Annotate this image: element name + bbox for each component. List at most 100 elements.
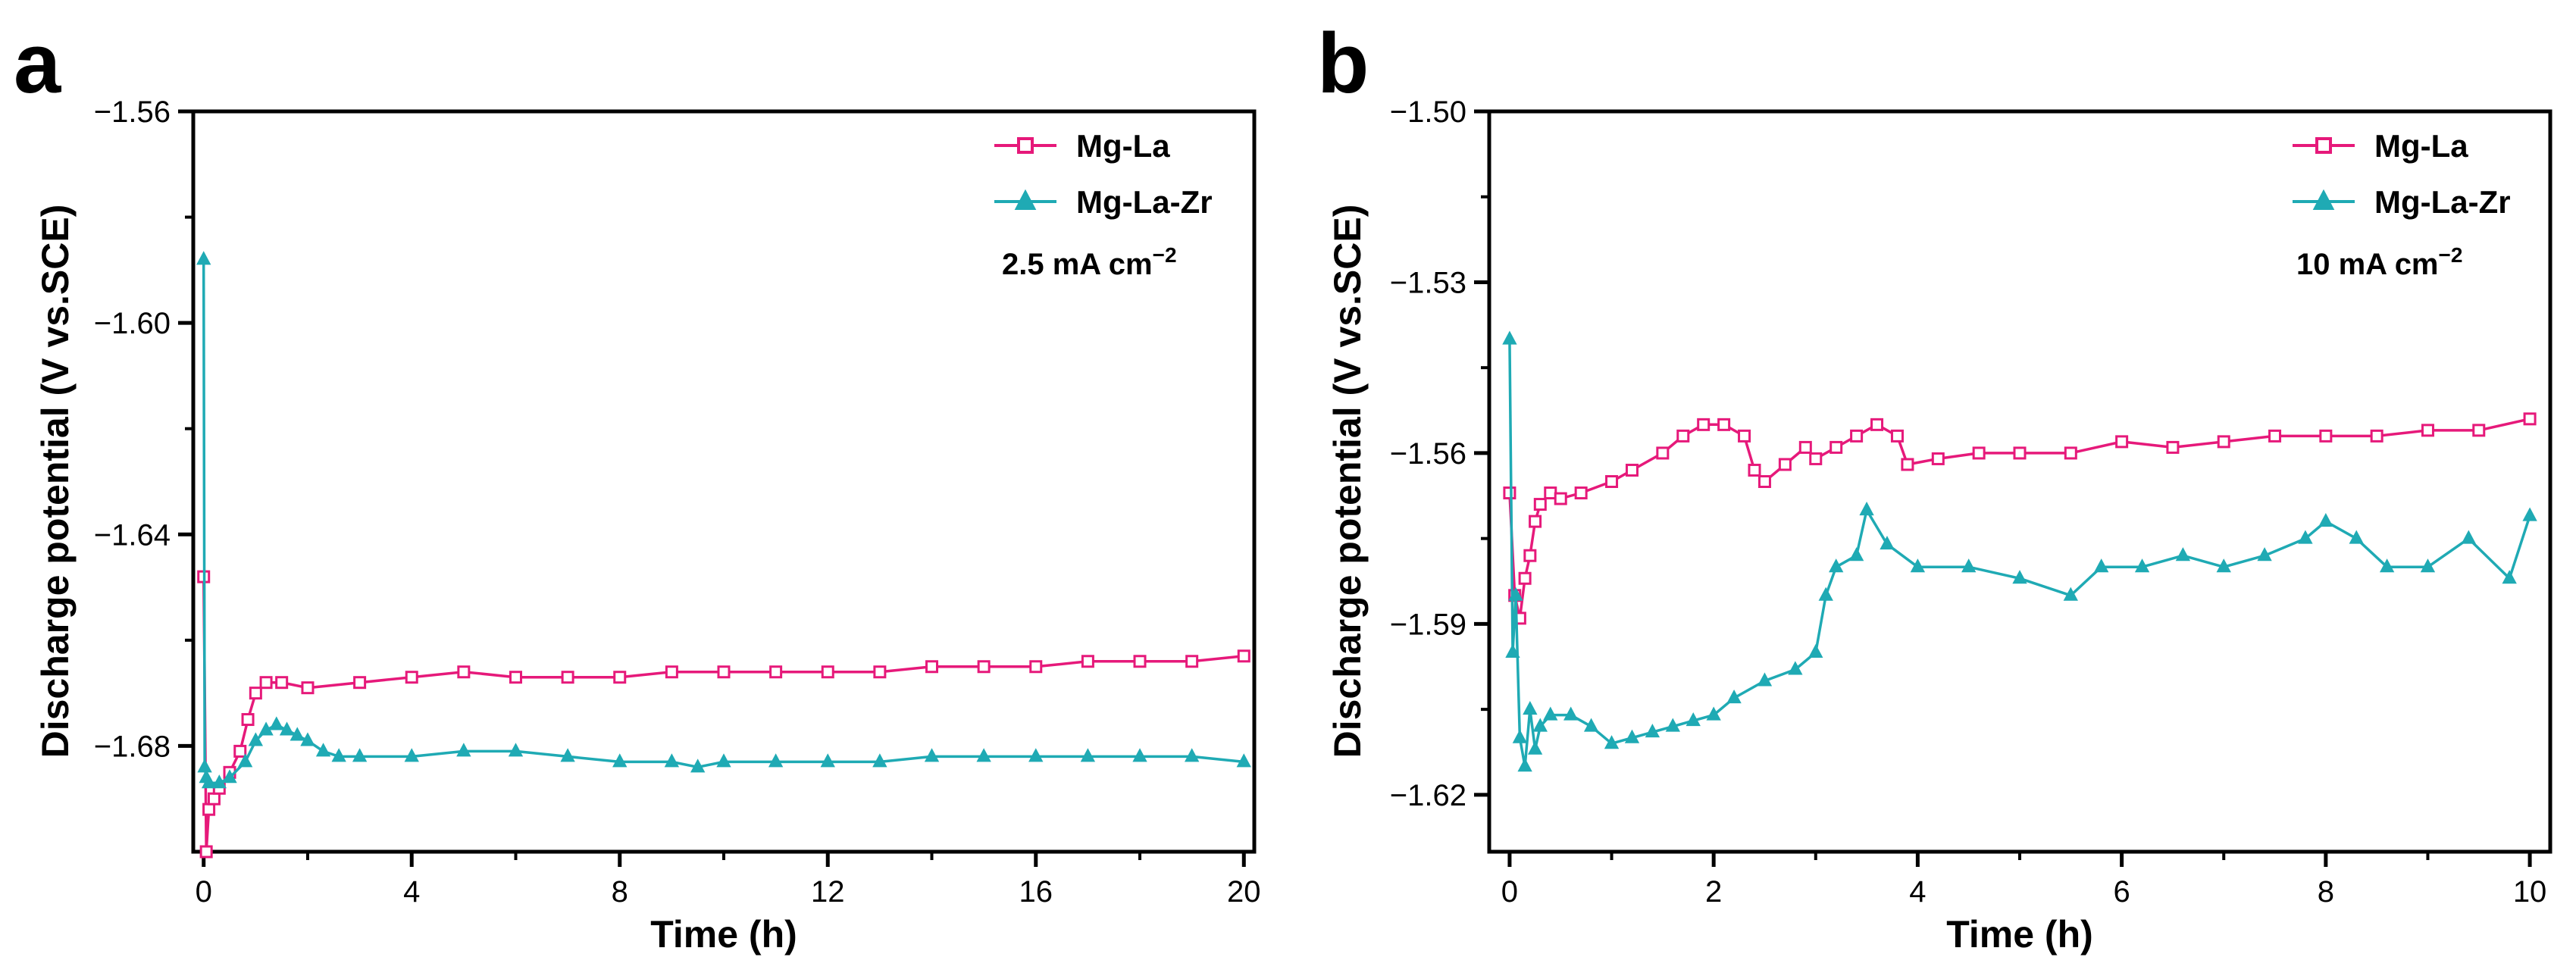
- data-point: [1676, 429, 1690, 443]
- data-point: [202, 802, 216, 816]
- data-point: [1829, 440, 1843, 454]
- data-point: [1502, 330, 1517, 345]
- panel-letter-b: b: [1317, 16, 1369, 111]
- data-point: [2319, 429, 2333, 443]
- data-point: [301, 681, 315, 695]
- data-point: [1029, 660, 1043, 674]
- data-point: [1808, 643, 1823, 658]
- data-point: [201, 774, 217, 789]
- data-point: [2472, 424, 2486, 437]
- data-point: [211, 774, 227, 789]
- data-point: [1544, 486, 1557, 500]
- x-tick-label: 6: [2113, 875, 2130, 909]
- data-point: [1080, 748, 1096, 762]
- x-tick-label: 8: [612, 875, 628, 909]
- legend-label-mg-la-zr: Mg-La-Zr: [2374, 184, 2511, 220]
- y-ticks: −1.68 −1.64 −1.60 −1.56: [94, 95, 193, 763]
- data-point: [2268, 429, 2282, 443]
- legend-marker-mg-la-zr: [1014, 189, 1037, 210]
- data-point: [2094, 558, 2109, 573]
- data-point: [290, 727, 305, 741]
- x-tick-label: 10: [2513, 875, 2547, 909]
- data-point: [690, 759, 706, 773]
- data-point: [1859, 501, 1874, 516]
- x-tick-label: 12: [811, 875, 845, 909]
- data-point: [1717, 418, 1731, 431]
- data-point: [249, 687, 262, 700]
- data-point: [925, 660, 939, 674]
- data-point: [612, 753, 628, 768]
- data-point: [1697, 418, 1711, 431]
- y-tick-label: −1.60: [94, 307, 171, 340]
- data-point: [1529, 515, 1542, 528]
- data-point: [248, 732, 264, 746]
- data-point: [1880, 536, 1895, 550]
- series-line-mg-la-zr: [1508, 339, 2531, 768]
- legend: Mg-La Mg-La-Zr: [994, 128, 1213, 220]
- data-point: [1563, 706, 1579, 721]
- current-density-annotation: 2.5 mA cm−2: [1002, 243, 1177, 281]
- data-point: [2379, 558, 2395, 573]
- data-point: [1508, 587, 1523, 601]
- data-point: [1706, 706, 1721, 721]
- data-point: [197, 759, 212, 773]
- annotation-text: 10 mA cm: [2296, 248, 2439, 281]
- data-point: [1798, 440, 1812, 454]
- data-point: [1583, 718, 1599, 732]
- data-point: [404, 748, 419, 762]
- data-point: [1081, 655, 1094, 668]
- series-layer: [1502, 330, 2537, 772]
- data-point: [1028, 748, 1044, 762]
- data-point: [196, 251, 211, 265]
- data-point: [821, 665, 834, 679]
- data-point: [1972, 446, 1986, 460]
- x-tick-label: 0: [196, 875, 212, 909]
- data-point: [1778, 458, 1792, 471]
- data-point: [1901, 458, 1914, 471]
- data-point: [1237, 649, 1250, 663]
- data-point: [1543, 706, 1558, 721]
- data-point: [352, 748, 368, 762]
- data-point: [873, 665, 887, 679]
- data-point: [1518, 571, 1532, 585]
- data-point: [1533, 498, 1547, 511]
- data-point: [2217, 435, 2230, 449]
- x-tick-label: 4: [403, 875, 420, 909]
- data-point: [233, 744, 247, 758]
- y-tick-label: −1.50: [1390, 95, 1466, 129]
- data-point: [2522, 507, 2537, 521]
- data-point: [1132, 748, 1147, 762]
- data-point: [1236, 753, 1251, 768]
- data-point: [2012, 570, 2027, 584]
- y-axis-title: Discharge potential (V vs.SCE): [34, 205, 77, 759]
- data-point: [1656, 446, 1670, 460]
- data-point: [717, 665, 731, 679]
- data-point: [1625, 463, 1639, 477]
- data-point: [664, 753, 680, 768]
- y-tick-label: −1.53: [1390, 266, 1466, 299]
- data-point: [258, 721, 274, 736]
- x-tick-label: 20: [1227, 875, 1261, 909]
- data-point: [1890, 429, 1904, 443]
- data-point: [1788, 661, 1803, 675]
- current-density-annotation: 10 mA cm−2: [2296, 243, 2462, 281]
- data-point: [2461, 530, 2476, 544]
- data-point: [2115, 435, 2129, 449]
- data-point: [768, 753, 784, 768]
- data-point: [207, 792, 221, 806]
- data-point: [259, 676, 273, 690]
- data-point: [1870, 418, 1884, 431]
- data-point: [1523, 549, 1537, 562]
- y-tick-label: −1.62: [1390, 779, 1466, 812]
- annotation-sup: −2: [1153, 243, 1177, 267]
- chart-panel-a: 0 4 8 12 16 20 −1.68−1.64−1.60−1.56 Time (h) …: [34, 95, 1261, 956]
- data-point: [2502, 570, 2517, 584]
- data-point: [2420, 558, 2436, 573]
- data-point: [1645, 724, 1660, 738]
- panel-letter-a: a: [14, 16, 61, 111]
- data-point: [2523, 412, 2537, 426]
- legend: Mg-La Mg-La-Zr: [2293, 128, 2511, 220]
- data-point: [1738, 429, 1751, 443]
- data-point: [1604, 735, 1620, 749]
- data-point: [1503, 486, 1516, 500]
